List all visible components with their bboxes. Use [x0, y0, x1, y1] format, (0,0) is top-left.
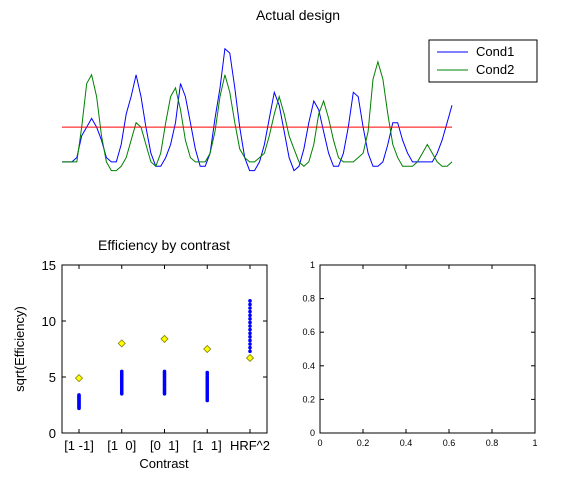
efficiency-point: [248, 313, 252, 318]
efficiency-y-ticks: 0 5 10 15: [42, 258, 267, 441]
empty-y-ticks: 0 0.2 0.4 0.6 0.8 1: [302, 260, 535, 438]
efficiency-x-tick-label: [1 1]: [193, 438, 222, 453]
efficiency-x-tick-label: [1 0]: [107, 438, 136, 453]
efficiency-point: [248, 317, 252, 321]
empty-x-tick-label: 0.8: [486, 438, 499, 448]
empty-y-tick-label: 0.4: [302, 361, 315, 371]
efficiency-marker: [160, 334, 169, 343]
design-title: Actual design: [256, 7, 340, 23]
efficiency-markers: [74, 334, 255, 383]
empty-x-tick-label: 0.6: [443, 438, 456, 448]
efficiency-point: [248, 302, 252, 307]
efficiency-x-tick-label: [1 -1]: [64, 438, 94, 453]
empty-y-tick-label: 1: [310, 260, 315, 270]
efficiency-y-tick-label: 15: [42, 258, 56, 273]
legend-box: [428, 39, 538, 83]
efficiency-plot: Efficiency by contrast 0 5 10 15 [1 -1] [1 0…: [12, 237, 270, 471]
empty-y-tick-label: 0.8: [302, 294, 315, 304]
empty-axes-box: [319, 264, 536, 434]
efficiency-title: Efficiency by contrast: [98, 237, 230, 253]
efficiency-point: [248, 335, 252, 339]
efficiency-x-tick-label: [0 1]: [150, 438, 179, 453]
design-series-line-1: [62, 59, 453, 172]
efficiency-point: [162, 369, 167, 374]
efficiency-points: [77, 299, 252, 411]
efficiency-point: [248, 345, 252, 350]
legend: Cond1 Cond2: [428, 39, 538, 83]
efficiency-marker: [117, 339, 126, 348]
efficiency-y-tick-label: 5: [49, 370, 56, 385]
efficiency-point: [205, 370, 210, 375]
efficiency-x-tick-label: HRF^2: [230, 438, 270, 453]
legend-label-cond1: Cond1: [476, 44, 514, 59]
empty-y-tick-label: 0.6: [302, 327, 315, 337]
efficiency-point: [248, 324, 252, 328]
empty-plot: 0 0.2 0.4 0.6 0.8 1 0 0.2 0.4 0.6 0.8 1: [302, 260, 537, 448]
efficiency-point: [248, 306, 252, 310]
efficiency-y-tick-label: 0: [49, 426, 56, 441]
efficiency-point: [119, 369, 124, 374]
efficiency-marker: [203, 344, 212, 354]
efficiency-point: [248, 299, 252, 303]
empty-x-tick-label: 0.4: [400, 438, 413, 448]
efficiency-point: [248, 320, 252, 325]
empty-y-tick-label: 0: [310, 428, 315, 438]
efficiency-axes-box: [61, 264, 268, 434]
efficiency-point: [248, 309, 252, 314]
efficiency-y-tick-label: 10: [42, 314, 56, 329]
efficiency-point: [248, 327, 252, 332]
efficiency-point: [77, 393, 81, 397]
design-plot: Actual design Cond1 Cond2: [62, 7, 538, 172]
efficiency-x-label: Contrast: [139, 456, 189, 471]
design-series-line-0: [62, 47, 453, 172]
empty-x-tick-label: 0: [317, 438, 322, 448]
efficiency-point: [248, 349, 252, 354]
design-lines: [62, 47, 453, 172]
efficiency-point: [248, 342, 252, 346]
efficiency-marker: [74, 374, 84, 383]
efficiency-marker: [245, 353, 255, 363]
empty-y-tick-label: 0.2: [302, 394, 315, 404]
efficiency-y-label: sqrt(Efficiency): [12, 306, 27, 392]
legend-label-cond2: Cond2: [476, 62, 514, 77]
efficiency-x-ticks: [1 -1] [1 0] [0 1] [1 1] HRF^2: [64, 265, 270, 453]
efficiency-point: [248, 338, 252, 343]
empty-x-tick-label: 1: [532, 438, 537, 448]
empty-x-tick-label: 0.2: [357, 438, 370, 448]
empty-x-ticks: 0 0.2 0.4 0.6 0.8 1: [317, 265, 538, 448]
efficiency-point: [248, 331, 252, 336]
